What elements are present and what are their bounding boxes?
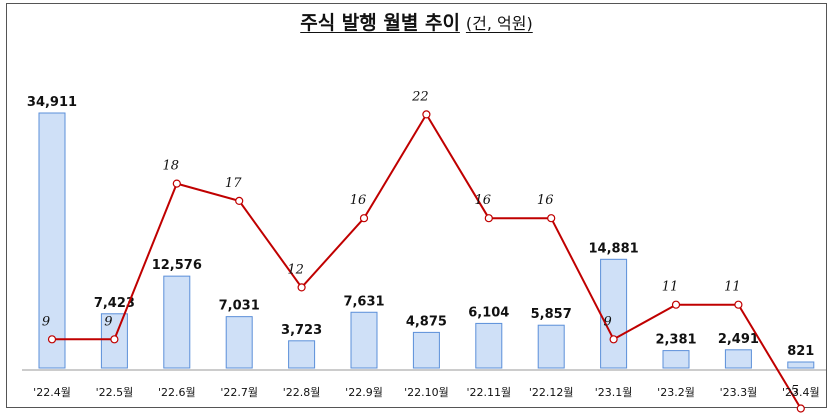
bar-label-10: 2,381 <box>655 333 696 348</box>
bar-4 <box>288 340 316 369</box>
count-point-9 <box>609 335 618 344</box>
count-point-11 <box>734 300 743 309</box>
count-point-8 <box>547 214 556 223</box>
x-tick-label-5: '22.9월 <box>345 386 383 399</box>
bar-6 <box>412 331 440 369</box>
count-label-2: 18 <box>163 159 180 174</box>
bar-label-5: 7,631 <box>343 294 384 309</box>
count-point-5 <box>359 214 369 223</box>
count-label-5: 16 <box>350 193 367 208</box>
bar-label-4: 3,723 <box>281 323 322 338</box>
count-label-9: 9 <box>603 314 611 329</box>
count-labels-group: 9 9 18 17 12 16 22 16 16 9 11 11 5 <box>42 89 799 398</box>
bar-label-9: 14,881 <box>589 241 639 256</box>
x-tick-label-9: '23.1월 <box>595 386 633 399</box>
count-point-4 <box>297 283 306 292</box>
bar-0 <box>38 112 66 369</box>
bar-2 <box>163 275 191 369</box>
x-tick-label-12: '23.4월 <box>782 386 820 399</box>
x-tick-label-2: '22.6월 <box>158 386 196 399</box>
x-tick-label-11: '23.3월 <box>720 386 758 399</box>
bar-label-3: 7,031 <box>219 299 260 314</box>
bar-label-1: 7,423 <box>94 296 135 311</box>
bar-label-0: 34,911 <box>27 95 77 110</box>
bar-8 <box>537 324 565 369</box>
x-tick-label-7: '22.11월 <box>466 386 511 399</box>
chart-title-text: 주식 발행 월별 추이 <box>300 12 460 34</box>
bar-label-2: 12,576 <box>152 258 202 273</box>
bar-3 <box>225 316 253 369</box>
count-point-10 <box>671 300 681 309</box>
x-tick-label-10: '23.2월 <box>657 386 695 399</box>
count-point-12 <box>796 404 805 413</box>
count-point-7 <box>484 214 493 223</box>
x-tick-label-3: '22.7월 <box>220 386 258 399</box>
bar-label-12: 821 <box>787 344 814 359</box>
bar-labels-group: 34,911 7,423 12,576 7,031 3,723 7,631 4,875 6,1… <box>27 95 814 359</box>
x-tick-label-6: '22.10월 <box>404 386 449 399</box>
x-tick-label-4: '22.8월 <box>283 386 321 399</box>
bar-label-11: 2,491 <box>718 332 759 347</box>
x-tick-label-0: '22.4월 <box>33 386 71 399</box>
bar-label-8: 5,857 <box>531 307 572 322</box>
count-label-1: 9 <box>104 314 112 329</box>
x-ticks-group: '22.4월 '22.5월 '22.6월 '22.7월 '22.8월 '22.9월 '22.… <box>33 386 819 399</box>
bars-group <box>38 112 815 369</box>
count-label-8: 16 <box>537 193 554 208</box>
count-point-6 <box>422 110 431 119</box>
bar-label-6: 4,875 <box>406 314 447 329</box>
bar-label-7: 6,104 <box>468 305 509 320</box>
bar-5 <box>350 311 378 369</box>
count-point-2 <box>172 179 181 188</box>
count-point-3 <box>235 196 244 205</box>
count-line-group <box>47 110 805 413</box>
count-point-1 <box>110 335 119 344</box>
count-label-7: 16 <box>475 193 492 208</box>
count-label-3: 17 <box>225 176 242 191</box>
count-label-6: 22 <box>411 89 429 104</box>
bar-7 <box>475 322 503 369</box>
count-label-4: 12 <box>287 262 304 277</box>
count-point-0 <box>47 335 57 344</box>
bar-9 <box>600 258 628 369</box>
bar-12 <box>787 361 815 369</box>
chart-unit-note: (건, 억원) <box>465 14 533 33</box>
count-label-12: 5 <box>791 384 799 399</box>
bar-11 <box>724 349 752 369</box>
bar-10 <box>662 350 690 369</box>
count-label-10: 11 <box>662 280 679 295</box>
x-tick-label-1: '22.5월 <box>96 386 134 399</box>
chart-title: 주식 발행 월별 추이 (건, 억원) <box>0 8 833 35</box>
count-label-11: 11 <box>724 280 741 295</box>
count-label-0: 9 <box>42 314 50 329</box>
x-tick-label-8: '22.12월 <box>529 386 574 399</box>
